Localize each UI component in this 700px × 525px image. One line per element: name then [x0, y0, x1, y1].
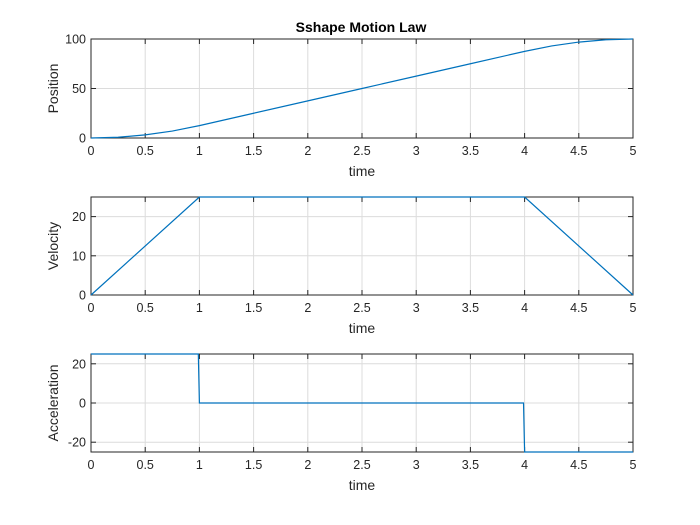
position-ytick-label: 100 [65, 33, 86, 47]
position-xtick-label: 4.5 [570, 144, 587, 158]
acceleration-xtick-label: 1 [196, 458, 203, 472]
velocity-ytick-label: 10 [72, 249, 86, 263]
acceleration-xtick-label: 0.5 [137, 458, 154, 472]
figure-title: Sshape Motion Law [296, 19, 427, 35]
acceleration-xtick-label: 2 [304, 458, 311, 472]
position-xtick-label: 1 [196, 144, 203, 158]
acceleration-xtick-label: 4 [521, 458, 528, 472]
velocity-xtick-label: 0 [88, 301, 95, 315]
acceleration-xtick-label: 2.5 [353, 458, 370, 472]
velocity-xtick-label: 4 [521, 301, 528, 315]
position-xtick-label: 4 [521, 144, 528, 158]
acceleration-ytick-label: 20 [72, 357, 86, 371]
position-series-line [90, 38, 634, 139]
position-xtick-label: 0 [88, 144, 95, 158]
acceleration-xlabel: time [349, 477, 376, 493]
velocity-series-line [90, 196, 634, 296]
acceleration-axes: 0 0.5 1 1.5 2 2.5 3 3.5 4 4.5 5-20020timeAccelerat… [45, 353, 637, 493]
acceleration-xtick-label: 5 [630, 458, 637, 472]
position-xtick-label: 3 [413, 144, 420, 158]
position-ylabel: Position [45, 64, 61, 114]
acceleration-series-line [91, 353, 633, 453]
velocity-xtick-label: 0.5 [137, 301, 154, 315]
velocity-xtick-label: 2 [304, 301, 311, 315]
position-xtick-label: 5 [630, 144, 637, 158]
position-xlabel: time [349, 163, 376, 179]
axes-layer: 0 0.5 1 1.5 2 2.5 3 3.5 4 4.5 5050100timePosition0… [45, 33, 637, 494]
velocity-xtick-label: 2.5 [353, 301, 370, 315]
position-xtick-label: 0.5 [137, 144, 154, 158]
acceleration-xtick-label: 3.5 [462, 458, 479, 472]
acceleration-xtick-label: 0 [88, 458, 95, 472]
velocity-xtick-label: 4.5 [570, 301, 587, 315]
velocity-axes: 0 0.5 1 1.5 2 2.5 3 3.5 4 4.5 5 0 10 20 time Velocity [45, 196, 637, 336]
velocity-xtick-label: 1 [196, 301, 203, 315]
acceleration-xtick-label: 4.5 [570, 458, 587, 472]
position-ytick-label: 0 [79, 132, 86, 146]
position-xtick-label: 3.5 [462, 144, 479, 158]
position-xtick-label: 1.5 [245, 144, 262, 158]
acceleration-ylabel: Acceleration [45, 364, 61, 441]
velocity-xtick-label: 1.5 [245, 301, 262, 315]
acceleration-ytick-label: 0 [79, 397, 86, 411]
velocity-xtick-label: 5 [630, 301, 637, 315]
position-xtick-label: 2.5 [353, 144, 370, 158]
position-ytick-label: 50 [72, 82, 86, 96]
position-xtick-label: 2 [304, 144, 311, 158]
velocity-xlabel: time [349, 320, 376, 336]
velocity-ytick-label: 20 [72, 210, 86, 224]
acceleration-xtick-label: 1.5 [245, 458, 262, 472]
velocity-xtick-label: 3 [413, 301, 420, 315]
acceleration-ytick-label: -20 [68, 436, 86, 450]
velocity-xtick-label: 3.5 [462, 301, 479, 315]
velocity-ytick-label: 0 [79, 289, 86, 303]
velocity-ylabel: Velocity [45, 222, 61, 270]
acceleration-xtick-label: 3 [413, 458, 420, 472]
